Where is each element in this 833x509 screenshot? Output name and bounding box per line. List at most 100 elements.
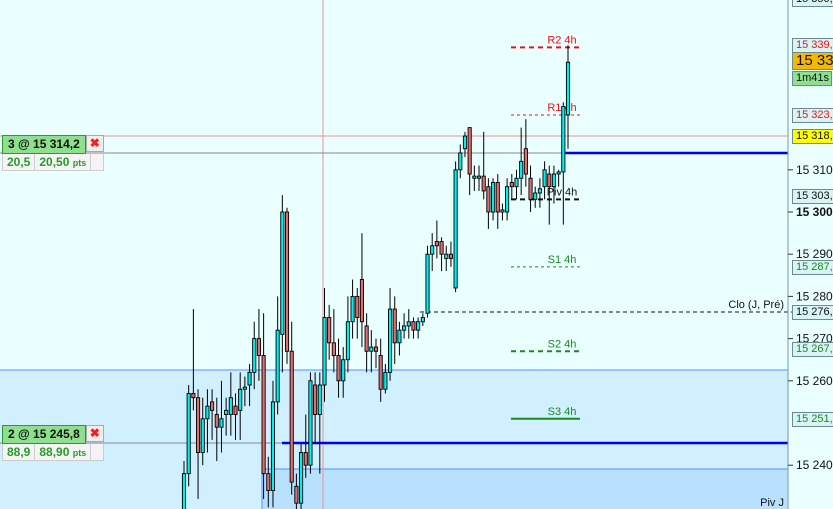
candle xyxy=(462,131,468,158)
candle-body xyxy=(481,175,486,192)
candle-body xyxy=(219,418,224,428)
position-label[interactable]: 2 @ 15 245,8 xyxy=(2,425,86,444)
candle xyxy=(195,389,201,499)
candle-body xyxy=(270,401,276,491)
candle xyxy=(430,233,435,272)
candle xyxy=(345,296,350,373)
candle xyxy=(476,165,482,191)
candle-body xyxy=(556,171,561,175)
candle-body xyxy=(200,418,205,453)
candle-body xyxy=(322,317,327,386)
candle xyxy=(284,207,290,364)
candle xyxy=(486,178,491,229)
candle xyxy=(397,321,402,356)
candle xyxy=(551,165,557,204)
close-x-icon[interactable]: ✖ xyxy=(85,425,104,442)
candle-body xyxy=(500,209,505,213)
candle-body xyxy=(416,321,421,331)
candle xyxy=(387,287,393,381)
price-badge: 15 287, xyxy=(792,260,833,275)
price-badge: 15 303, xyxy=(792,189,833,204)
candle-body xyxy=(299,452,304,504)
candle xyxy=(308,372,313,474)
price-badge: 15 339,0 xyxy=(792,38,833,53)
pivot-label: S3 4h xyxy=(548,406,577,418)
candle xyxy=(481,131,486,200)
candle-body xyxy=(420,317,425,323)
candle-body xyxy=(336,355,341,382)
candle xyxy=(191,309,196,411)
close-x-icon[interactable]: ✖ xyxy=(85,135,104,152)
position-qty: 20,5 xyxy=(3,154,36,170)
candle xyxy=(331,309,336,373)
candle-body xyxy=(397,329,402,344)
candle xyxy=(313,372,318,445)
candle-body xyxy=(345,321,350,361)
candle xyxy=(350,279,355,339)
candle xyxy=(495,174,500,229)
candle-body xyxy=(303,452,308,466)
candle-body xyxy=(233,405,238,416)
candle-body xyxy=(387,308,393,373)
candle xyxy=(448,241,453,267)
candle xyxy=(406,309,411,339)
candle-body xyxy=(369,346,374,352)
candle-body xyxy=(238,388,243,411)
candle xyxy=(416,317,421,339)
candle xyxy=(219,380,224,453)
candle xyxy=(205,389,210,453)
candle xyxy=(392,296,397,364)
candle xyxy=(439,237,444,272)
position-pts: 20,50 pts xyxy=(35,154,92,170)
candle xyxy=(565,45,571,149)
price-badge: 15 335 xyxy=(792,52,833,70)
candle-body xyxy=(565,61,571,116)
position-label[interactable]: 3 @ 15 314,2 xyxy=(2,135,86,154)
candle xyxy=(317,372,322,474)
candle xyxy=(275,296,280,415)
candle xyxy=(491,178,496,221)
candle xyxy=(200,397,205,466)
candle-body xyxy=(228,397,233,416)
candle-body xyxy=(252,338,257,373)
candle-body xyxy=(313,384,318,416)
candle xyxy=(533,186,538,208)
candle xyxy=(514,169,519,200)
candle-body xyxy=(256,338,261,356)
candle-body xyxy=(317,384,322,416)
candle-body xyxy=(491,182,496,213)
candle xyxy=(434,220,439,259)
candle xyxy=(373,338,379,369)
candle xyxy=(270,380,276,508)
position-box-1[interactable]: 3 @ 15 314,2 ✖ 20,5 20,50 pts xyxy=(2,135,104,171)
candle xyxy=(472,165,477,191)
candle-body xyxy=(439,241,444,255)
candle-body xyxy=(284,211,290,352)
candle-body xyxy=(472,175,477,179)
candle xyxy=(322,287,327,402)
candle xyxy=(369,330,374,373)
candle-body xyxy=(462,135,468,150)
candle xyxy=(214,397,219,461)
position-box-2[interactable]: 2 @ 15 245,8 ✖ 88,9 88,90 pts xyxy=(2,425,104,461)
price-badge: 15 323, xyxy=(792,108,833,123)
candle-body xyxy=(247,371,252,386)
y-tick-label: 15 310 xyxy=(796,163,833,177)
candle-body xyxy=(341,359,346,382)
price-badge: 15 318, xyxy=(792,129,833,144)
price-badge: 15 276,0 xyxy=(792,305,833,320)
candle-body xyxy=(242,386,247,390)
candle-body xyxy=(214,414,219,428)
candle xyxy=(500,203,505,221)
candle-body xyxy=(186,393,191,475)
candle xyxy=(341,347,346,398)
candle-body xyxy=(378,355,383,390)
candle-body xyxy=(528,177,533,200)
candle xyxy=(528,165,533,212)
candle xyxy=(519,127,524,196)
candle xyxy=(256,309,261,381)
candle xyxy=(383,363,388,394)
candle-body xyxy=(430,245,435,255)
candle-body xyxy=(561,106,566,173)
